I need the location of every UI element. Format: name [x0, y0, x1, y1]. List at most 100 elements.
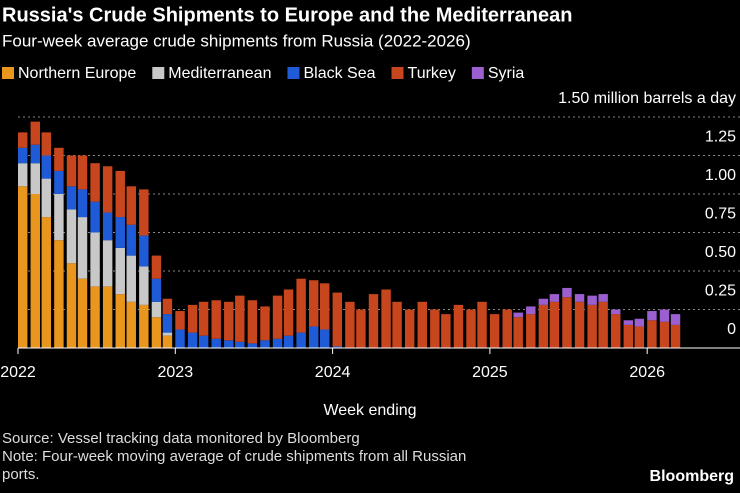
- bar-segment: [77, 155, 88, 190]
- bar-segment: [345, 301, 355, 348]
- bar-segment: [368, 294, 379, 348]
- y-tick-label: 1.50 million barrels a day: [558, 90, 736, 107]
- bar-segment: [30, 163, 41, 194]
- bar-segment: [115, 294, 125, 348]
- x-tick-label: 2025: [472, 364, 508, 381]
- legend-label: Black Sea: [303, 65, 375, 82]
- bar-segment: [441, 314, 451, 348]
- legend-label: Syria: [488, 65, 525, 82]
- bar-segment: [54, 194, 64, 241]
- y-tick-label: 1.00: [705, 167, 736, 184]
- bar-segment: [18, 132, 28, 148]
- chart-title: Russia's Crude Shipments to Europe and t…: [2, 4, 572, 26]
- bar-segment: [477, 301, 487, 348]
- bar-segment: [320, 329, 330, 348]
- bar-segment: [54, 240, 64, 348]
- bar-segment: [126, 301, 136, 348]
- y-tick-label: 0.75: [705, 206, 736, 223]
- bar-segment: [18, 186, 28, 348]
- bar-segment: [66, 155, 77, 187]
- bar-segment: [66, 186, 77, 210]
- bar-segment: [211, 338, 221, 348]
- bar-segment: [175, 329, 185, 348]
- bar-segment: [587, 304, 597, 348]
- bar-segment: [139, 235, 149, 267]
- bar-segment: [139, 304, 149, 348]
- bar-segment: [247, 300, 258, 344]
- bar-segment: [260, 306, 270, 341]
- chart: Russia's Crude Shipments to Europe and t…: [0, 4, 740, 419]
- bar-segment: [513, 312, 523, 318]
- bar-segment: [526, 306, 536, 315]
- bar-segment: [115, 247, 125, 295]
- bar-segment: [526, 314, 536, 348]
- bar-segment: [320, 283, 330, 330]
- bar-segment: [102, 212, 113, 241]
- bar-segment: [598, 301, 608, 348]
- bar-segment: [90, 201, 100, 233]
- bar-segment: [41, 132, 52, 156]
- bar-segment: [30, 121, 41, 145]
- bar-segment: [549, 294, 560, 302]
- bar-segment: [598, 294, 608, 302]
- bar-segment: [538, 304, 549, 348]
- bar-segment: [587, 295, 597, 305]
- bar-segment: [54, 170, 64, 194]
- bar-segment: [611, 314, 621, 348]
- bar-segment: [235, 341, 245, 348]
- legend-swatch: [2, 67, 14, 79]
- bar-segment: [562, 287, 572, 298]
- legend-label: Northern Europe: [18, 65, 136, 82]
- bar-segment: [296, 278, 306, 333]
- bar-segment: [126, 255, 136, 302]
- bar-segment: [283, 289, 294, 336]
- bar-segment: [151, 301, 162, 318]
- bar-segment: [283, 335, 294, 348]
- bar-segment: [30, 194, 41, 348]
- bar-segment: [126, 224, 136, 256]
- legend-swatch: [152, 67, 165, 79]
- x-tick-label: 2022: [0, 364, 36, 381]
- bar-segment: [430, 309, 440, 348]
- note: Note: Four-week moving average of crude …: [2, 448, 467, 483]
- bar-segment: [41, 155, 52, 179]
- bar-segment: [30, 144, 41, 164]
- bar-segment: [272, 338, 283, 348]
- bar-segment: [453, 304, 464, 348]
- bar-segment: [102, 166, 113, 213]
- bar-segment: [198, 335, 209, 348]
- bar-segment: [77, 189, 88, 218]
- bar-segment: [187, 304, 198, 333]
- bar-segment: [381, 289, 391, 348]
- bar-segment: [272, 295, 283, 339]
- bar-segment: [647, 311, 657, 321]
- bar-segment: [18, 163, 28, 187]
- bar-segment: [18, 147, 28, 164]
- chart-subtitle: Four-week average crude shipments from R…: [2, 31, 471, 50]
- y-tick-label: 0: [727, 321, 736, 338]
- bar-segment: [670, 314, 681, 325]
- x-tick-label: 2026: [629, 364, 665, 381]
- bar-segment: [296, 332, 306, 348]
- legend-swatch: [287, 67, 300, 79]
- bar-segment: [309, 280, 319, 327]
- bar-segment: [90, 232, 100, 287]
- bar-segment: [187, 332, 198, 348]
- bar-segment: [102, 240, 113, 287]
- bar-segment: [332, 346, 343, 348]
- bar-segment: [659, 309, 670, 322]
- bar-segment: [41, 217, 52, 348]
- bar-segment: [670, 324, 681, 348]
- bar-segment: [247, 343, 258, 348]
- bar-segment: [332, 292, 343, 347]
- bar-segment: [54, 147, 64, 171]
- bar-segment: [574, 294, 585, 302]
- bar-segment: [538, 298, 549, 305]
- y-tick-label: 0.50: [705, 244, 736, 261]
- bar-segment: [162, 335, 173, 348]
- bar-segment: [309, 326, 319, 348]
- bar-segment: [162, 298, 173, 315]
- bar-segment: [90, 286, 100, 348]
- bar-segment: [198, 301, 209, 336]
